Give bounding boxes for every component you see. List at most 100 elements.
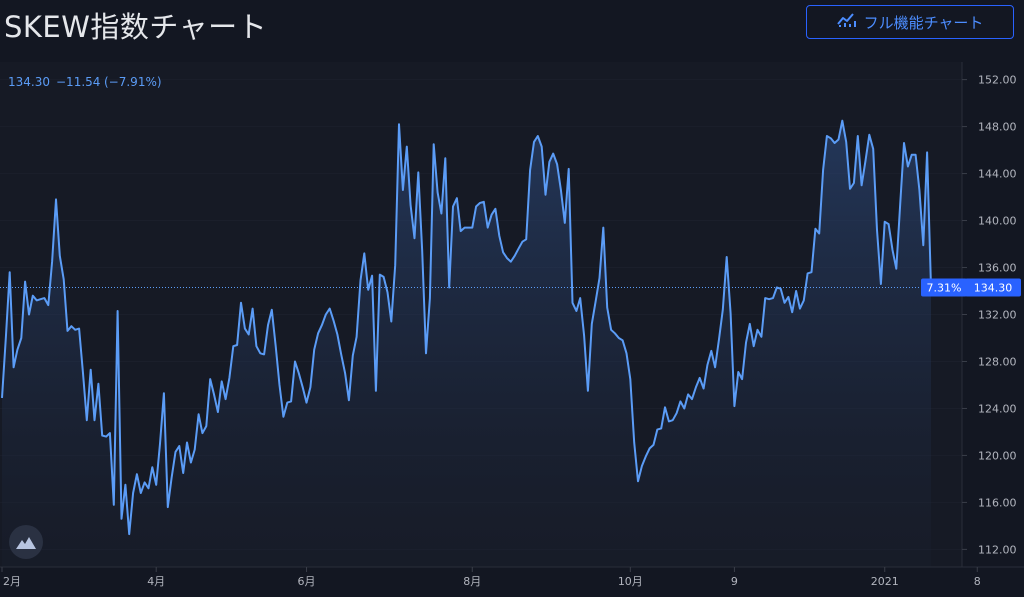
data-point [922,244,924,246]
data-point [309,386,311,388]
data-point [225,398,227,400]
y-tick-label: 128.00 [978,355,1017,368]
data-point [248,334,250,336]
data-point [90,369,92,371]
data-point [209,378,211,380]
data-point [575,310,577,312]
data-point [352,355,354,357]
data-point [151,466,153,468]
data-point [872,148,874,150]
data-point [514,255,516,257]
data-point [109,432,111,434]
data-point [695,386,697,388]
data-point [610,329,612,331]
data-point [163,392,165,394]
data-point [63,278,65,280]
data-point [371,275,373,277]
data-point [28,314,30,316]
y-axis: 112.00 116.00 120.00 124.00 128.00 132.00 136.… [962,74,1017,556]
header: SKEW指数チャート フル機能チャート [0,0,1024,62]
data-point [653,444,655,446]
full-chart-button[interactable]: フル機能チャート [806,5,1014,39]
data-point [768,298,770,300]
data-point [240,302,242,304]
data-point [572,302,574,304]
data-point [132,492,134,494]
y-tick-label: 140.00 [978,215,1017,228]
data-point [915,154,917,156]
data-point [74,329,76,331]
full-chart-button-label: フル機能チャート [863,13,984,32]
y-tick-label: 132.00 [978,309,1017,322]
data-point [699,377,701,379]
series-line [1,119,932,536]
data-point [410,204,412,206]
data-point [460,230,462,232]
data-point [502,251,504,253]
data-point [656,429,658,431]
data-point [456,197,458,199]
tradingview-logo-icon[interactable] [9,525,43,559]
data-point [383,276,385,278]
data-point [55,198,57,200]
data-point [121,518,123,520]
data-point [687,393,689,395]
data-point [838,139,840,141]
data-point [344,372,346,374]
data-point [726,256,728,258]
y-tick-label: 136.00 [978,262,1017,275]
data-point [67,330,69,332]
chart[interactable]: 112.00 116.00 120.00 124.00 128.00 132.00 136.… [0,62,1024,597]
legend: 134.30 −11.54 (−7.91%) [8,75,162,89]
data-point [676,412,678,414]
data-point [672,419,674,421]
data-point [691,398,693,400]
data-point [429,297,431,299]
price-value-label: 134.30 [965,278,1021,297]
data-point [641,465,643,467]
y-tick-label: 124.00 [978,402,1017,415]
data-point [59,255,61,257]
data-point [498,235,500,237]
data-point [329,308,331,310]
data-point [529,169,531,171]
data-point [822,169,824,171]
data-point [880,283,882,285]
data-point [421,250,423,252]
data-point [360,279,362,281]
data-point [583,335,585,337]
data-point [849,188,851,190]
data-point [51,261,53,263]
x-tick-label: 2月 [3,575,21,588]
data-point [452,206,454,208]
data-point [841,120,843,122]
data-point [363,252,365,254]
data-point [394,264,396,266]
data-point [591,323,593,325]
data-point [706,364,708,366]
data-point [201,432,203,434]
data-point [1,397,3,399]
legend-last: 134.30 [8,75,50,89]
data-point [718,338,720,340]
data-point [506,257,508,259]
data-point [228,377,230,379]
data-point [899,203,901,205]
data-point [799,308,801,310]
data-point [826,135,828,137]
data-point [926,151,928,153]
data-point [155,484,157,486]
data-point [325,314,327,316]
data-point [290,400,292,402]
data-point [537,135,539,137]
y-tick-label: 120.00 [978,449,1017,462]
data-point [487,227,489,229]
data-point [263,353,265,355]
y-tick-label: 112.00 [978,543,1017,556]
data-point [602,227,604,229]
data-point [795,290,797,292]
data-point [306,402,308,404]
data-point [918,189,920,191]
data-point [764,297,766,299]
x-tick-label: 4月 [147,575,165,588]
